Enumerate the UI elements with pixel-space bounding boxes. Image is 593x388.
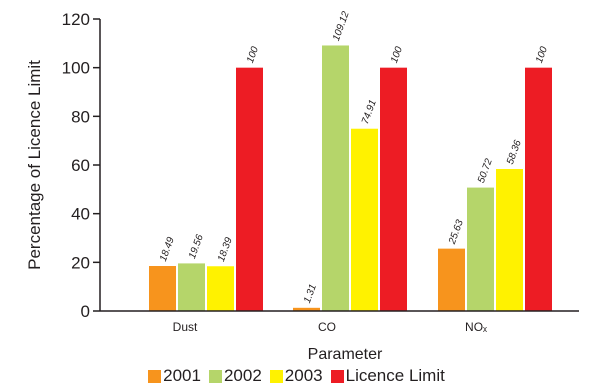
value-label: 25.63 [447,218,466,247]
x-axis-title: Parameter [308,346,383,363]
value-label: 1.31 [302,283,319,305]
legend-label: 2003 [284,366,323,385]
y-tick-label: 40 [71,205,90,224]
y-tick-label: 100 [62,59,90,78]
bar-group [149,45,552,312]
value-label: 100 [245,45,261,65]
y-tick-label: 120 [62,10,90,29]
bar-2001-2 [438,248,465,311]
legend-item: Licence Limit [330,366,445,386]
value-label: 18.49 [158,235,177,263]
bar-licence-limit-0 [236,67,263,312]
bar-licence-limit-1 [380,67,407,312]
bar-2002-0 [178,263,205,311]
y-tick-label: 80 [71,107,90,126]
legend-swatch [269,369,283,383]
y-tick-label: 0 [81,302,90,321]
bar-2002-2 [467,187,494,311]
value-label: 50.72 [476,157,495,185]
legend-label: 2001 [163,366,201,385]
legend-item: 2001 [148,366,201,386]
x-tick-label: Dust [173,320,198,334]
legend-item: 2002 [208,366,262,386]
value-label: 19.56 [187,233,206,261]
y-tick-label: 20 [71,253,90,272]
x-tick-label: NOₓ [465,320,487,334]
value-label: 74.91 [360,98,379,125]
value-label: 109.12 [331,10,352,43]
y-axis-title: Percentage of Licence Limit [25,60,44,270]
legend-item: 2003 [269,366,323,386]
x-tick-label: CO [318,320,336,334]
value-label: 18.39 [216,236,235,264]
bar-2003-2 [496,168,523,311]
legend-swatch [148,369,162,383]
y-tick-label: 60 [71,156,90,175]
bar-2001-1 [293,307,320,311]
bar-licence-limit-2 [525,67,552,312]
bar-2003-1 [351,128,378,311]
bar-2002-1 [322,45,349,311]
legend-swatch [208,369,222,383]
bar-2003-0 [207,266,234,311]
legend-swatch [330,369,344,383]
y-tick-group: 0 20 40 60 80 100 120 [62,10,100,321]
value-label: 100 [534,45,550,65]
legend-label: Licence Limit [345,366,445,385]
x-tick-group: Dust CO NOₓ [173,320,487,334]
legend-label: 2002 [223,366,262,385]
legend: 2001 2002 2003 Licence Limit [0,366,593,386]
bar-2001-0 [149,266,176,311]
value-label: 58.36 [505,138,524,166]
value-label: 100 [389,45,405,65]
